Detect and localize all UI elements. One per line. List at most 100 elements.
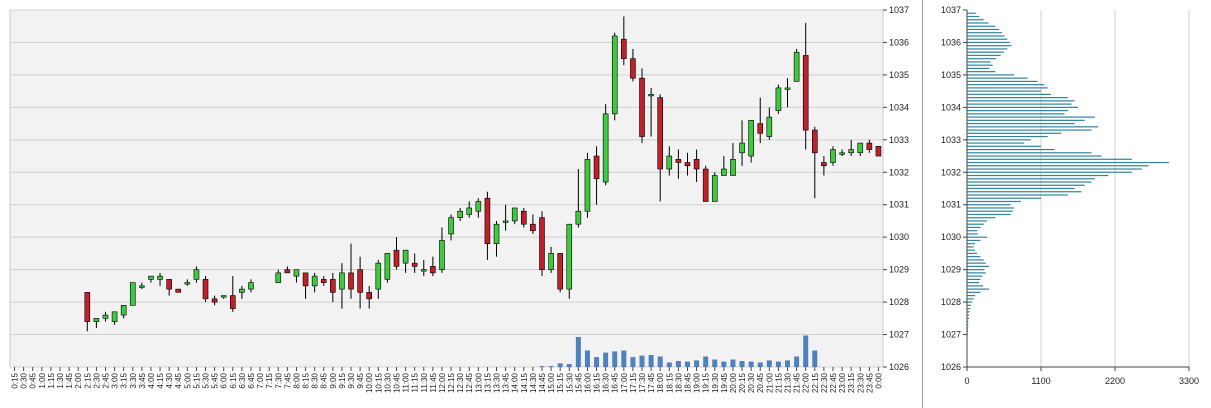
profile-bar bbox=[967, 236, 988, 238]
profile-bar bbox=[967, 311, 970, 313]
main-x-tick-label: 1:45 bbox=[65, 372, 74, 388]
profile-bar bbox=[967, 269, 985, 271]
profile-bar bbox=[967, 100, 1075, 102]
main-x-tick-label: 17:30 bbox=[638, 372, 647, 393]
main-x-tick-label: 21:15 bbox=[774, 372, 783, 393]
profile-bar bbox=[967, 298, 974, 300]
profile-bar bbox=[967, 256, 981, 258]
candle-up bbox=[220, 295, 227, 298]
candle-down bbox=[539, 217, 545, 270]
profile-bar bbox=[967, 304, 972, 306]
main-y-tick-label: 1028 bbox=[889, 297, 909, 307]
candle-up bbox=[721, 168, 727, 176]
profile-bar bbox=[967, 71, 996, 73]
main-x-tick-label: 12:45 bbox=[465, 372, 474, 393]
profile-bar bbox=[967, 145, 1041, 147]
profile-bar bbox=[967, 168, 1142, 170]
main-x-tick-label: 3:30 bbox=[129, 372, 138, 388]
profile-bar bbox=[967, 38, 1008, 40]
candle-up bbox=[711, 175, 718, 202]
candle-up bbox=[648, 94, 654, 97]
candle-up bbox=[439, 240, 445, 270]
main-x-tick-label: 20:45 bbox=[756, 372, 765, 393]
candle-up bbox=[502, 220, 509, 223]
profile-bar bbox=[967, 97, 1068, 99]
main-x-tick-label: 10:15 bbox=[374, 372, 383, 393]
main-x-tick-label: 8:30 bbox=[311, 372, 320, 388]
profile-bar bbox=[967, 93, 1052, 95]
main-x-tick-label: 4:00 bbox=[147, 372, 156, 388]
main-x-tick-label: 13:30 bbox=[493, 372, 502, 393]
volume-bar bbox=[684, 361, 690, 367]
main-x-tick-label: 15:30 bbox=[565, 372, 574, 393]
main-x-tick-label: 8:15 bbox=[302, 372, 311, 388]
main-x-tick-label: 3:15 bbox=[120, 372, 129, 388]
profile-bar bbox=[967, 51, 1004, 53]
main-x-tick-label: 0:30 bbox=[20, 372, 29, 388]
profile-bar bbox=[967, 113, 1065, 115]
main-x-tick-label: 9:15 bbox=[338, 372, 347, 388]
candle-up bbox=[311, 275, 318, 287]
main-x-tick-label: 12:00 bbox=[438, 372, 447, 393]
profile-bar bbox=[967, 246, 974, 248]
profile-x-tick-label: 1100 bbox=[1031, 376, 1050, 386]
profile-bar bbox=[967, 110, 1068, 112]
profile-y-tick-label: 1035 bbox=[941, 70, 961, 80]
volume-bar bbox=[812, 350, 818, 367]
candle-up bbox=[157, 275, 163, 280]
profile-bar bbox=[967, 41, 1011, 44]
profile-bar bbox=[967, 272, 986, 274]
profile-bar bbox=[967, 61, 991, 63]
profile-bar bbox=[967, 265, 990, 267]
profile-bar bbox=[967, 314, 970, 316]
profile-bar bbox=[967, 77, 1028, 79]
profile-y-tick-label: 1029 bbox=[941, 265, 961, 275]
profile-bar bbox=[967, 226, 981, 229]
candle-up bbox=[248, 282, 254, 290]
main-x-tick-label: 2:15 bbox=[83, 372, 92, 388]
candle-up bbox=[830, 149, 836, 163]
candle-up bbox=[448, 217, 454, 235]
volume-bar bbox=[603, 352, 609, 367]
candle-up bbox=[739, 142, 745, 154]
profile-bar bbox=[967, 262, 986, 264]
profile-bar bbox=[967, 275, 983, 277]
profile-bar bbox=[967, 282, 980, 284]
volume-bar bbox=[648, 355, 654, 367]
profile-bar bbox=[967, 19, 984, 21]
candle-down bbox=[821, 162, 827, 167]
profile-bar bbox=[967, 119, 1085, 121]
main-x-tick-label: 7:45 bbox=[283, 372, 292, 388]
profile-bar bbox=[967, 213, 1011, 216]
profile-bar bbox=[967, 220, 988, 222]
main-gridlines bbox=[10, 9, 883, 368]
profile-bar bbox=[967, 135, 1048, 138]
profile-y-axis: 1026 1027 1028 1029 1030 1031 1032 1033 1034 1035… bbox=[941, 5, 968, 372]
main-x-tick-label: 8:00 bbox=[292, 372, 301, 388]
profile-y-tick-label: 1036 bbox=[941, 37, 961, 47]
profile-bar bbox=[967, 223, 984, 225]
volume-bar bbox=[794, 356, 800, 367]
main-x-tick-label: 7:15 bbox=[265, 372, 274, 388]
main-x-tick-label: 5:00 bbox=[183, 372, 192, 388]
profile-y-tick-label: 1032 bbox=[941, 167, 961, 177]
profile-bar bbox=[967, 64, 993, 66]
candle-down bbox=[202, 279, 209, 300]
main-y-tick-label: 1037 bbox=[889, 5, 909, 15]
profile-bar bbox=[967, 278, 981, 280]
volume-bar bbox=[548, 366, 554, 367]
main-y-tick-label: 1035 bbox=[889, 70, 909, 80]
main-x-tick-label: 19:15 bbox=[702, 372, 711, 393]
candle-up bbox=[275, 272, 282, 283]
main-x-tick-label: 11:45 bbox=[429, 372, 438, 392]
volume-bars bbox=[539, 335, 818, 367]
volume-bar bbox=[584, 350, 590, 367]
candle-up bbox=[493, 223, 500, 244]
main-x-tick-label: 17:45 bbox=[647, 372, 656, 393]
main-x-tick-label: 22:45 bbox=[829, 372, 838, 393]
profile-bar bbox=[967, 45, 1012, 47]
candle-down bbox=[430, 266, 436, 274]
profile-bar bbox=[967, 295, 976, 297]
candle-up bbox=[184, 282, 191, 285]
main-y-axis: 1026 1027 1028 1029 1030 1031 1032 1033 1034 1035… bbox=[883, 5, 909, 372]
